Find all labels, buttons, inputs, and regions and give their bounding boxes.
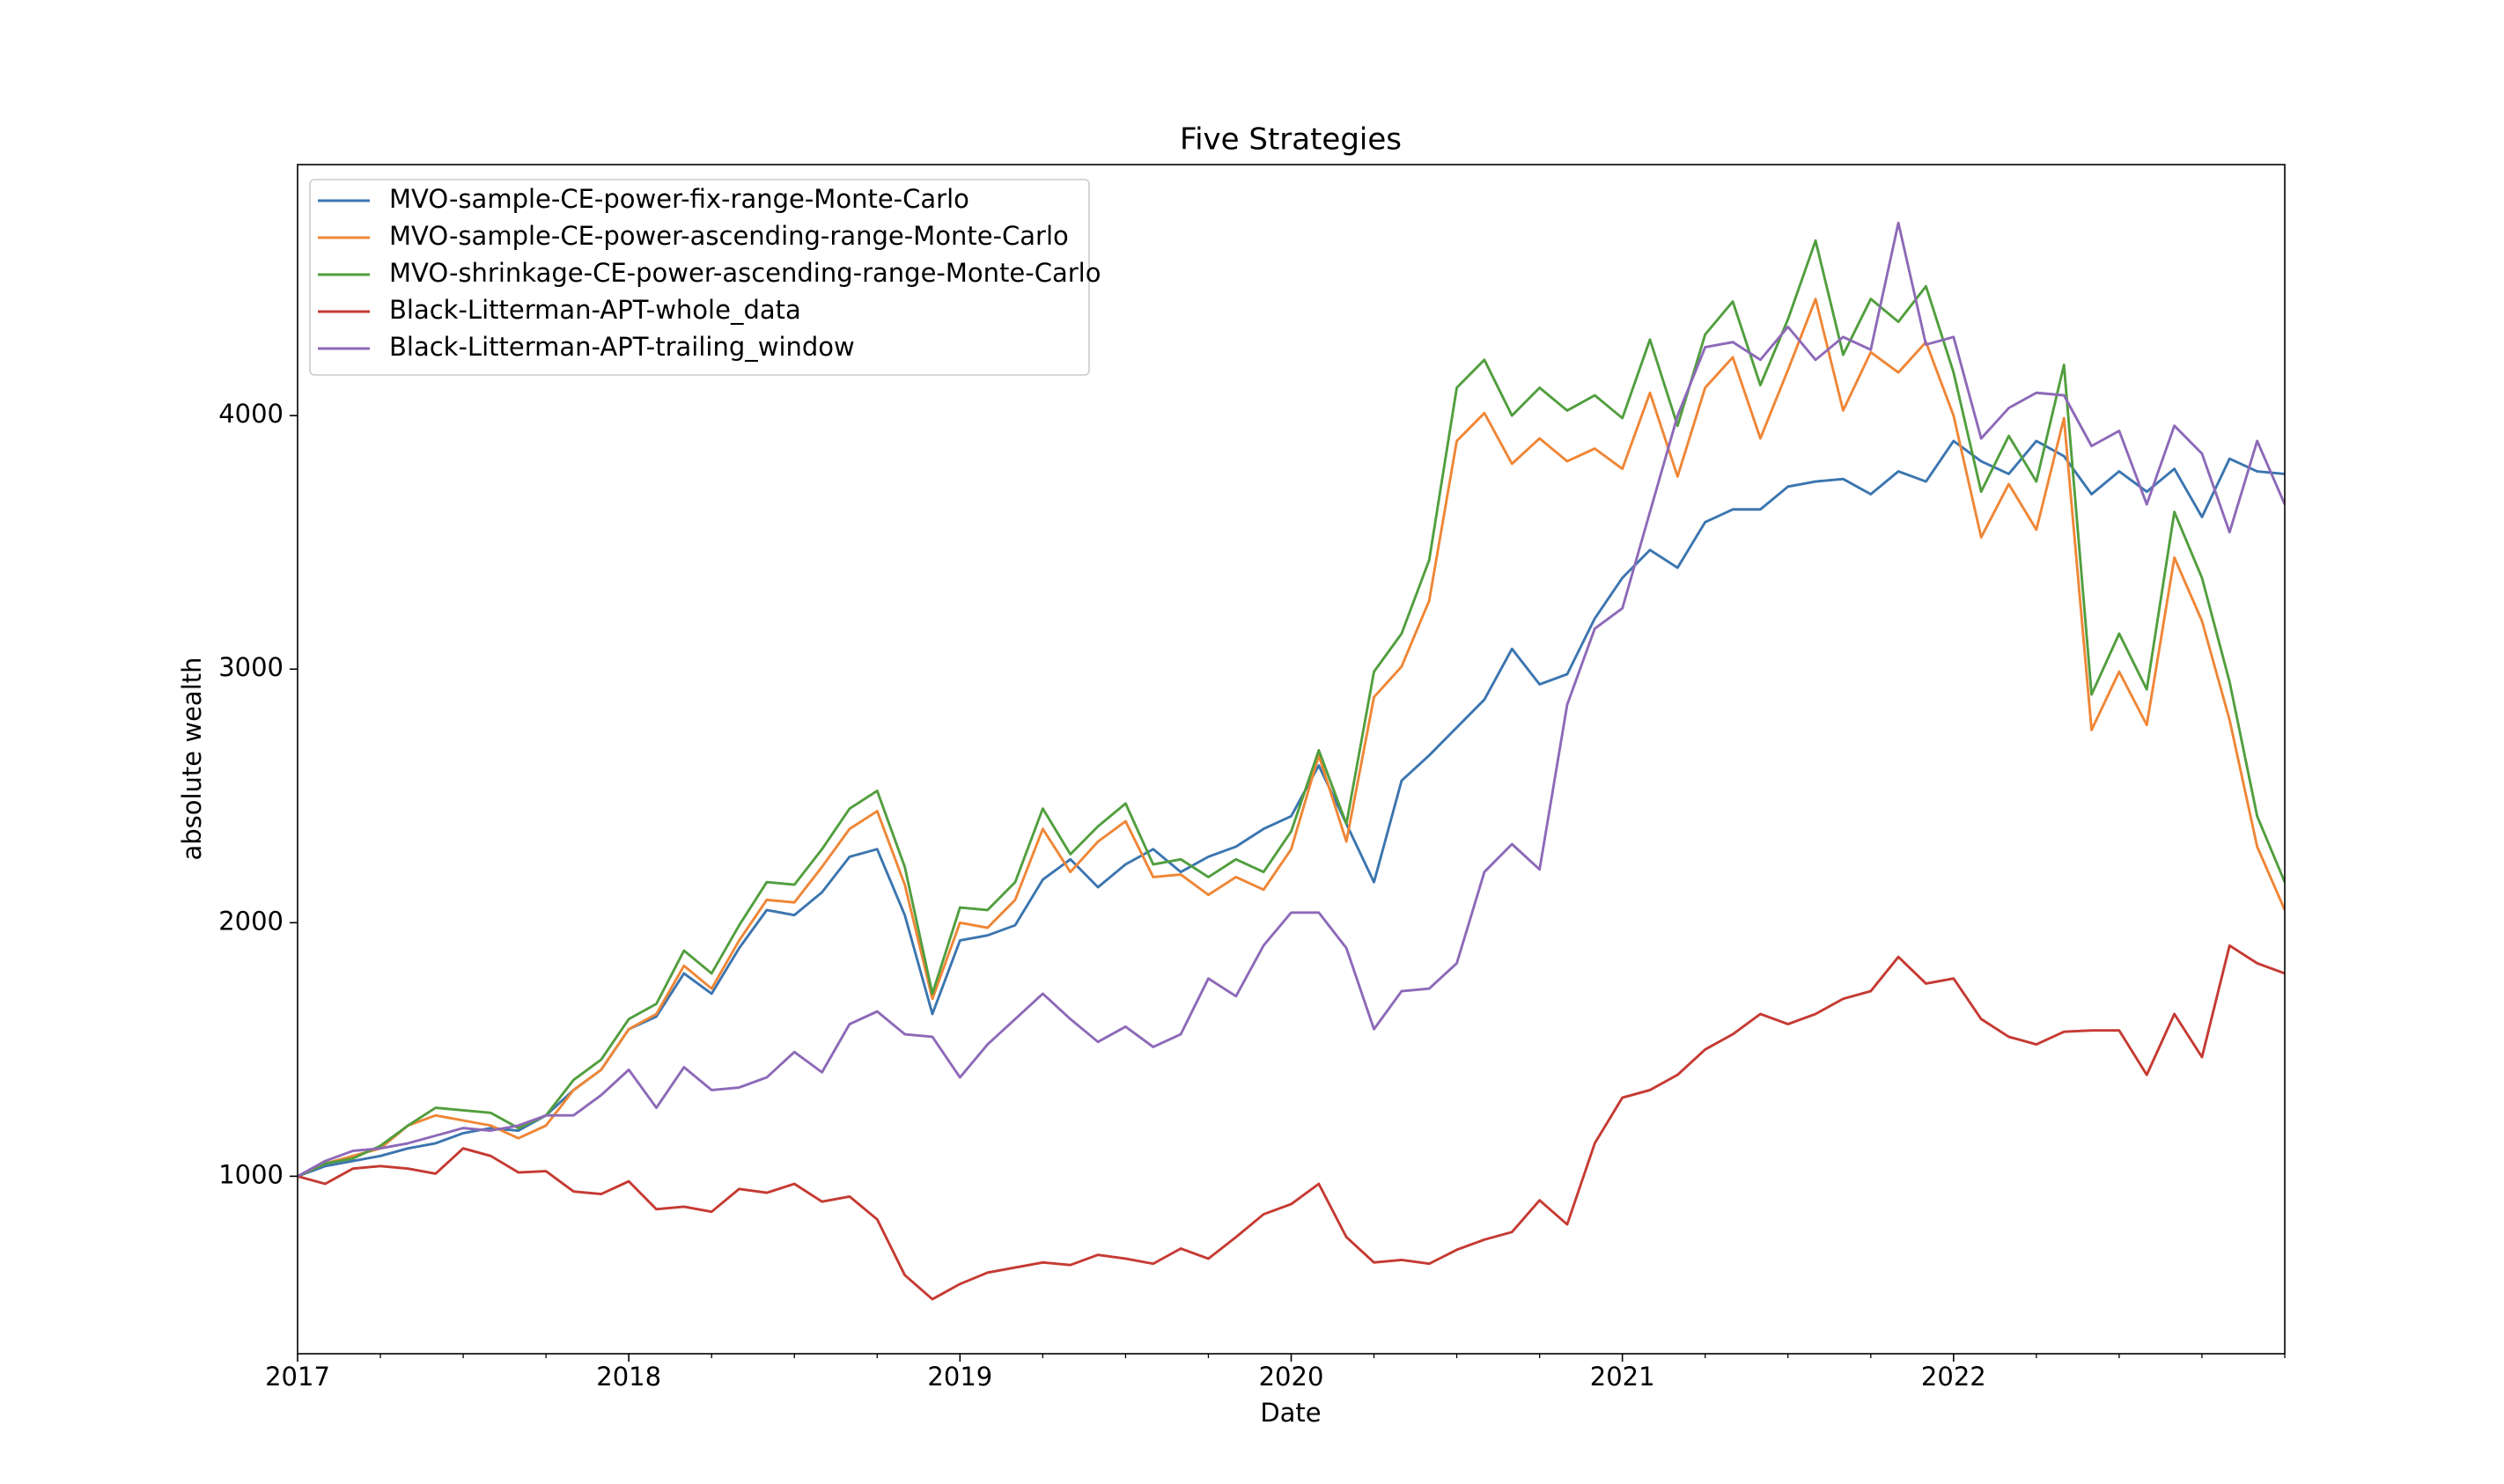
legend-label: MVO-sample-CE-power-ascending-range-Mont… [389, 221, 1069, 251]
x-tick-label: 2017 [265, 1362, 330, 1392]
y-tick-label: 2000 [218, 906, 284, 936]
legend-label: MVO-shrinkage-CE-power-ascending-range-M… [389, 258, 1101, 288]
y-axis-label: absolute wealth [177, 657, 207, 860]
x-tick-label: 2021 [1590, 1362, 1655, 1392]
legend-label: MVO-sample-CE-power-fix-range-Monte-Carl… [389, 184, 969, 214]
series-line [298, 239, 2285, 1178]
legend-label: Black-Litterman-APT-trailing_window [389, 332, 855, 362]
x-tick-label: 2022 [1921, 1362, 1986, 1392]
series-line [298, 221, 2285, 1178]
y-tick-label: 4000 [218, 399, 284, 429]
legend-label: Black-Litterman-APT-whole_data [389, 295, 801, 325]
y-tick-label: 3000 [218, 652, 284, 682]
x-tick-label: 2019 [927, 1362, 992, 1392]
series-line [298, 944, 2285, 1301]
x-tick-label: 2020 [1259, 1362, 1324, 1392]
x-tick-label: 2018 [596, 1362, 661, 1392]
chart-title: Five Strategies [1180, 122, 1402, 158]
y-tick-label: 1000 [218, 1159, 284, 1189]
series-line [298, 298, 2285, 1178]
x-axis-label: Date [1260, 1398, 1321, 1428]
plot-frame [297, 164, 2286, 1355]
legend-box [309, 179, 1090, 376]
